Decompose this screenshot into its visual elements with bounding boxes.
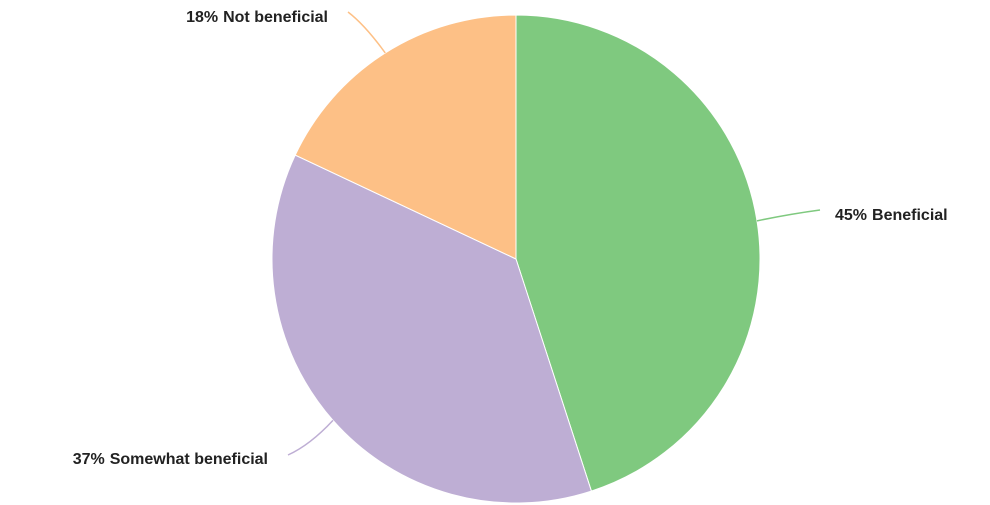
category-label: Not beneficial: [223, 9, 328, 26]
leader-line: [287, 419, 334, 456]
slice-label: 37% Somewhat beneficial: [73, 451, 268, 468]
value-label: 45%: [835, 207, 867, 224]
value-label: 37%: [73, 451, 105, 468]
value-label: 18%: [186, 9, 218, 26]
pie-slice: [515, 14, 761, 492]
leader-line: [347, 11, 386, 54]
leader-line: [756, 209, 821, 222]
category-label: Beneficial: [872, 207, 948, 224]
category-label: Somewhat beneficial: [110, 451, 268, 468]
slice-label: 18% Not beneficial: [186, 9, 328, 26]
slice-label: 45% Beneficial: [835, 207, 948, 224]
